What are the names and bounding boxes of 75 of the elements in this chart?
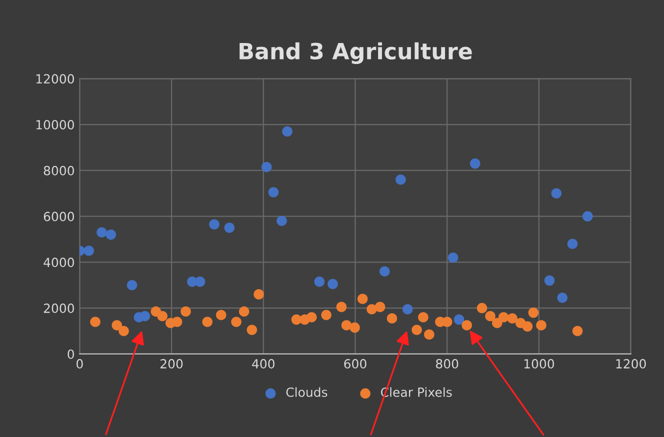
point xyxy=(336,302,347,312)
point xyxy=(528,308,539,318)
point xyxy=(126,280,138,290)
y-tick-label: 10000 xyxy=(36,120,74,130)
point xyxy=(96,227,107,238)
point xyxy=(379,266,390,277)
point xyxy=(328,278,338,290)
y-tick-label: 8000 xyxy=(44,166,74,176)
point xyxy=(454,314,464,325)
point xyxy=(582,211,593,222)
point xyxy=(350,322,360,333)
point xyxy=(238,306,250,317)
point xyxy=(557,292,568,303)
point xyxy=(418,312,428,322)
point xyxy=(492,318,502,328)
point xyxy=(231,316,242,327)
point xyxy=(536,320,546,330)
y-tick-label: 4000 xyxy=(44,258,74,268)
point xyxy=(118,326,129,336)
y-tick-label: 12000 xyxy=(36,74,74,84)
point xyxy=(544,275,555,286)
point xyxy=(172,316,182,327)
point xyxy=(202,316,213,327)
point xyxy=(498,312,509,322)
point xyxy=(507,313,518,324)
point xyxy=(470,158,480,169)
point xyxy=(402,304,413,314)
point xyxy=(572,326,583,336)
point xyxy=(276,216,287,226)
point xyxy=(386,313,398,324)
y-tick-label: 6000 xyxy=(44,212,74,222)
y-tick-label: 2000 xyxy=(44,304,74,314)
point xyxy=(412,324,422,336)
point xyxy=(357,294,368,304)
point xyxy=(216,310,226,320)
point xyxy=(314,276,325,287)
point xyxy=(485,310,496,322)
point xyxy=(282,126,292,137)
point xyxy=(366,304,377,314)
point xyxy=(261,162,272,172)
point xyxy=(462,320,472,330)
point xyxy=(140,310,150,322)
point xyxy=(448,252,458,263)
legend-label: Clouds xyxy=(286,387,328,397)
point xyxy=(321,310,332,320)
point xyxy=(180,306,191,317)
point xyxy=(374,302,386,312)
x-tick-label: 600 xyxy=(344,359,366,369)
point xyxy=(224,222,235,233)
chart-title: Band 3 Agriculture xyxy=(240,42,472,64)
x-tick-label: 200 xyxy=(160,359,183,369)
point xyxy=(551,188,562,199)
point xyxy=(246,324,258,336)
point xyxy=(84,246,94,256)
point xyxy=(567,238,578,249)
point xyxy=(106,230,116,240)
point xyxy=(112,320,122,330)
point xyxy=(306,312,317,322)
point xyxy=(396,174,406,185)
point xyxy=(194,276,206,287)
x-tick-label: 400 xyxy=(252,359,274,369)
point xyxy=(476,302,488,314)
point xyxy=(522,321,533,332)
x-tick-label: 1000 xyxy=(524,359,554,369)
point xyxy=(90,316,100,327)
x-tick-label: 1200 xyxy=(616,359,646,369)
x-tick-label: 0 xyxy=(76,359,83,369)
point xyxy=(268,187,279,198)
point xyxy=(157,310,168,322)
point xyxy=(254,289,264,300)
point xyxy=(341,320,352,330)
y-tick-label: 0 xyxy=(68,349,74,359)
x-tick-label: 800 xyxy=(436,359,458,369)
point xyxy=(209,219,220,230)
point xyxy=(424,329,434,340)
